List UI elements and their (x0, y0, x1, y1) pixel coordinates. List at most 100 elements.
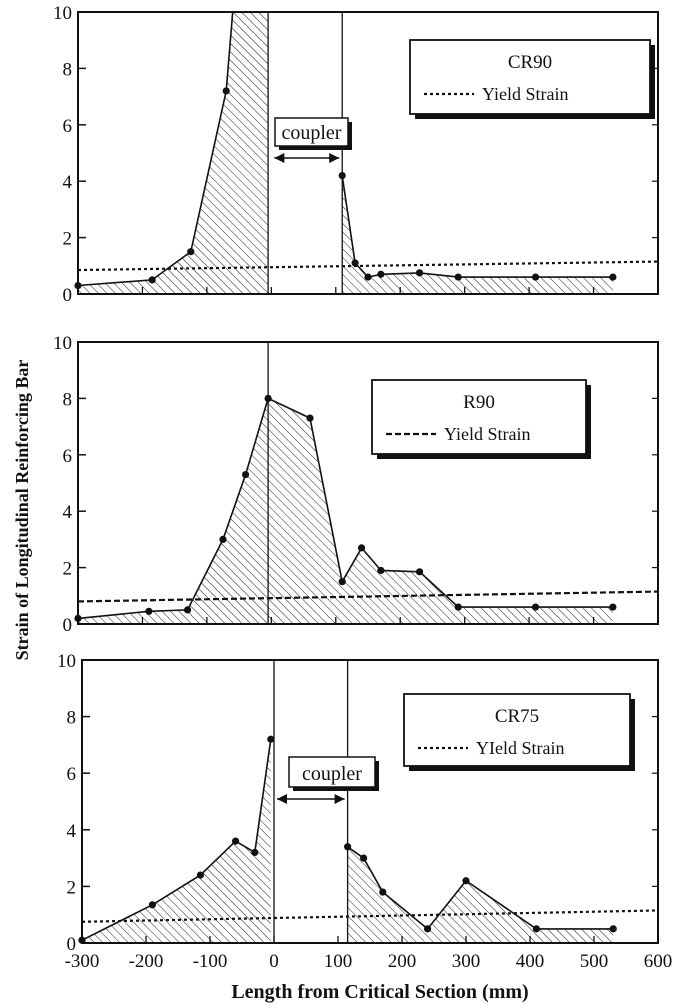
data-point (360, 854, 368, 862)
coupler-arrow-right-head (334, 794, 345, 804)
y-tick-label: 8 (63, 389, 73, 410)
coupler-label: coupler (302, 763, 362, 785)
data-point (415, 568, 424, 576)
data-point (609, 925, 617, 933)
y-tick-label: 4 (63, 502, 73, 523)
x-tick-label: 0 (269, 951, 279, 972)
x-tick-label: 600 (644, 951, 673, 972)
x-tick-label: 200 (388, 951, 417, 972)
y-tick-label: 10 (53, 333, 72, 354)
series-area-0 (78, 12, 269, 294)
data-point (357, 544, 366, 552)
yield-strain-line (77, 590, 659, 603)
data-point (148, 901, 156, 909)
data-point (222, 87, 230, 95)
series-area-1 (342, 175, 613, 294)
data-point (609, 273, 617, 281)
y-tick-label: 2 (67, 877, 77, 898)
data-point (344, 843, 352, 851)
panel-cr75: 0 2 4 6 8 10 -300 -200 -100 0 100 200 300 400 500 600 CR… (57, 651, 672, 972)
series-line-0 (77, 397, 613, 620)
data-point (454, 273, 462, 281)
x-tick-label: 100 (324, 951, 353, 972)
plot-frame (77, 341, 659, 625)
panel-title: CR90 (508, 52, 552, 73)
legend-box (403, 693, 631, 767)
y-tick-label: 8 (63, 59, 73, 80)
data-point (351, 259, 359, 267)
x-tick-label: 400 (516, 951, 545, 972)
panel-cr90: 0 2 4 6 8 10 CR90 Yield Strain coupler (53, 3, 659, 306)
data-point (377, 270, 385, 278)
y-tick-label: 10 (53, 3, 72, 24)
data-point (462, 877, 470, 885)
data-point (251, 848, 259, 857)
data-point (241, 470, 250, 479)
coupler-arrow-left-head (274, 153, 285, 163)
y-tick-label: 2 (63, 229, 73, 250)
data-point (148, 276, 156, 284)
yield-strain-line (81, 909, 659, 923)
panel-title: R90 (463, 392, 495, 413)
y-tick-label: 6 (67, 764, 77, 785)
y-tick-label: 6 (63, 446, 73, 467)
data-point (196, 871, 204, 879)
data-point (187, 248, 195, 256)
legend-box (409, 39, 651, 115)
data-point (532, 925, 541, 933)
y-tick-label: 4 (63, 172, 73, 193)
data-point (377, 566, 385, 575)
y-tick-label: 2 (63, 559, 73, 580)
data-point (306, 414, 314, 422)
yield-strain-line (77, 260, 659, 272)
y-axis-label: Strain of Longitudinal Reinforcing Bar (12, 360, 32, 661)
data-point (264, 394, 272, 402)
x-tick-label: -300 (65, 951, 100, 972)
y-tick-label: 8 (67, 708, 77, 729)
panel-r90: 0 2 4 6 8 10 R90 Yield Strain (53, 333, 659, 636)
legend-label: Yield Strain (482, 84, 569, 104)
coupler-label: coupler (282, 122, 342, 144)
data-point (415, 269, 424, 277)
plot-frame (81, 659, 659, 944)
x-axis-label: Length from Critical Section (mm) (231, 981, 528, 1003)
y-tick-label: 4 (67, 821, 77, 842)
y-tick-label: 0 (67, 934, 77, 955)
data-point (338, 171, 346, 180)
data-point (232, 837, 240, 845)
series-area-0 (78, 398, 613, 624)
series-area-0 (82, 739, 271, 943)
x-tick-label: -200 (129, 951, 164, 972)
plot-frame (77, 11, 659, 295)
series-line-0 (81, 739, 272, 941)
data-point (183, 606, 192, 614)
data-point (454, 603, 462, 611)
y-tick-label: 0 (63, 615, 73, 636)
legend-label: YIeld Strain (476, 738, 564, 758)
y-tick-label: 0 (63, 285, 73, 306)
y-tick-label: 10 (57, 651, 76, 672)
data-point (609, 603, 617, 611)
data-point (219, 535, 227, 544)
y-tick-label: 6 (63, 116, 73, 137)
x-tick-label: 500 (580, 951, 609, 972)
data-point (379, 888, 387, 896)
coupler-box (288, 756, 376, 788)
panel-title: CR75 (495, 706, 539, 727)
data-point (338, 578, 346, 586)
data-point (267, 735, 275, 743)
data-point (531, 603, 540, 611)
data-point (145, 607, 153, 615)
data-point (531, 273, 540, 281)
coupler-arrow-right-head (329, 153, 340, 163)
data-point (364, 273, 372, 281)
series-area-1 (347, 846, 614, 943)
coupler-box (274, 117, 349, 147)
coupler-arrow-left-head (277, 794, 287, 804)
x-tick-label: -100 (193, 951, 228, 972)
legend-box (371, 379, 587, 455)
legend-label: Yield Strain (444, 424, 531, 444)
data-point (424, 925, 432, 933)
x-tick-label: 300 (452, 951, 481, 972)
